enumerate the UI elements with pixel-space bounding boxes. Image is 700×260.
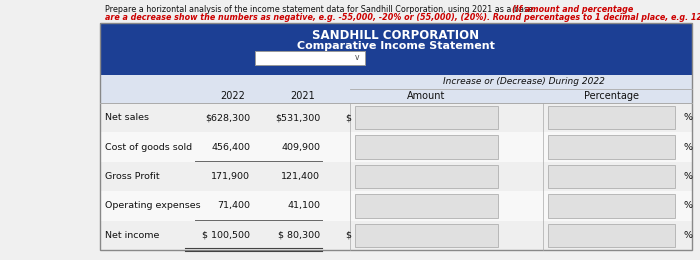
Text: Gross Profit: Gross Profit [105, 172, 160, 181]
Text: %: % [684, 113, 693, 122]
Text: SANDHILL CORPORATION: SANDHILL CORPORATION [312, 29, 480, 42]
Text: Comparative Income Statement: Comparative Income Statement [297, 41, 495, 51]
Text: $: $ [345, 113, 351, 122]
Text: are a decrease show the numbers as negative, e.g. -55,000, -20% or (55,000), (20: are a decrease show the numbers as negat… [105, 13, 700, 22]
Bar [355, 106, 498, 129]
Text: 41,100: 41,100 [287, 202, 320, 210]
Bar [355, 224, 498, 247]
Bar [100, 132, 692, 162]
Text: %: % [684, 202, 693, 210]
Text: $ 100,500: $ 100,500 [202, 231, 250, 240]
Text: v: v [354, 54, 359, 62]
Text: Net sales: Net sales [105, 113, 149, 122]
Bar [100, 220, 692, 250]
Bar [255, 51, 365, 65]
Bar [355, 165, 498, 188]
Text: 171,900: 171,900 [211, 172, 250, 181]
Bar [100, 23, 692, 75]
Bar [548, 165, 675, 188]
Text: Cost of goods sold: Cost of goods sold [105, 142, 192, 152]
Bar [100, 89, 692, 103]
Text: $531,300: $531,300 [274, 113, 320, 122]
Text: 71,400: 71,400 [217, 202, 250, 210]
Text: 121,400: 121,400 [281, 172, 320, 181]
Bar [355, 135, 498, 159]
Text: Amount: Amount [407, 91, 446, 101]
Text: 456,400: 456,400 [211, 142, 250, 152]
Text: (If amount and percentage: (If amount and percentage [512, 5, 634, 14]
Text: 2021: 2021 [290, 91, 315, 101]
Bar [100, 23, 692, 250]
Text: 409,900: 409,900 [281, 142, 320, 152]
Bar [548, 194, 675, 218]
Bar [100, 162, 692, 191]
Text: %: % [684, 172, 693, 181]
Bar [100, 103, 692, 132]
Text: $: $ [345, 231, 351, 240]
Text: %: % [684, 142, 693, 152]
Text: $ 80,300: $ 80,300 [278, 231, 320, 240]
Bar [548, 224, 675, 247]
Text: %: % [684, 231, 693, 240]
Text: 2022: 2022 [220, 91, 245, 101]
Bar [355, 194, 498, 218]
Text: Increase or (Decrease) During 2022: Increase or (Decrease) During 2022 [442, 77, 604, 87]
Text: Net income: Net income [105, 231, 160, 240]
Bar [100, 191, 692, 220]
Bar [548, 106, 675, 129]
Text: Prepare a horizontal analysis of the income statement data for Sandhill Corporat: Prepare a horizontal analysis of the inc… [105, 5, 538, 14]
Text: Percentage: Percentage [584, 91, 639, 101]
Bar [100, 75, 692, 89]
Text: Operating expenses: Operating expenses [105, 202, 201, 210]
Bar [548, 135, 675, 159]
Text: $628,300: $628,300 [205, 113, 250, 122]
